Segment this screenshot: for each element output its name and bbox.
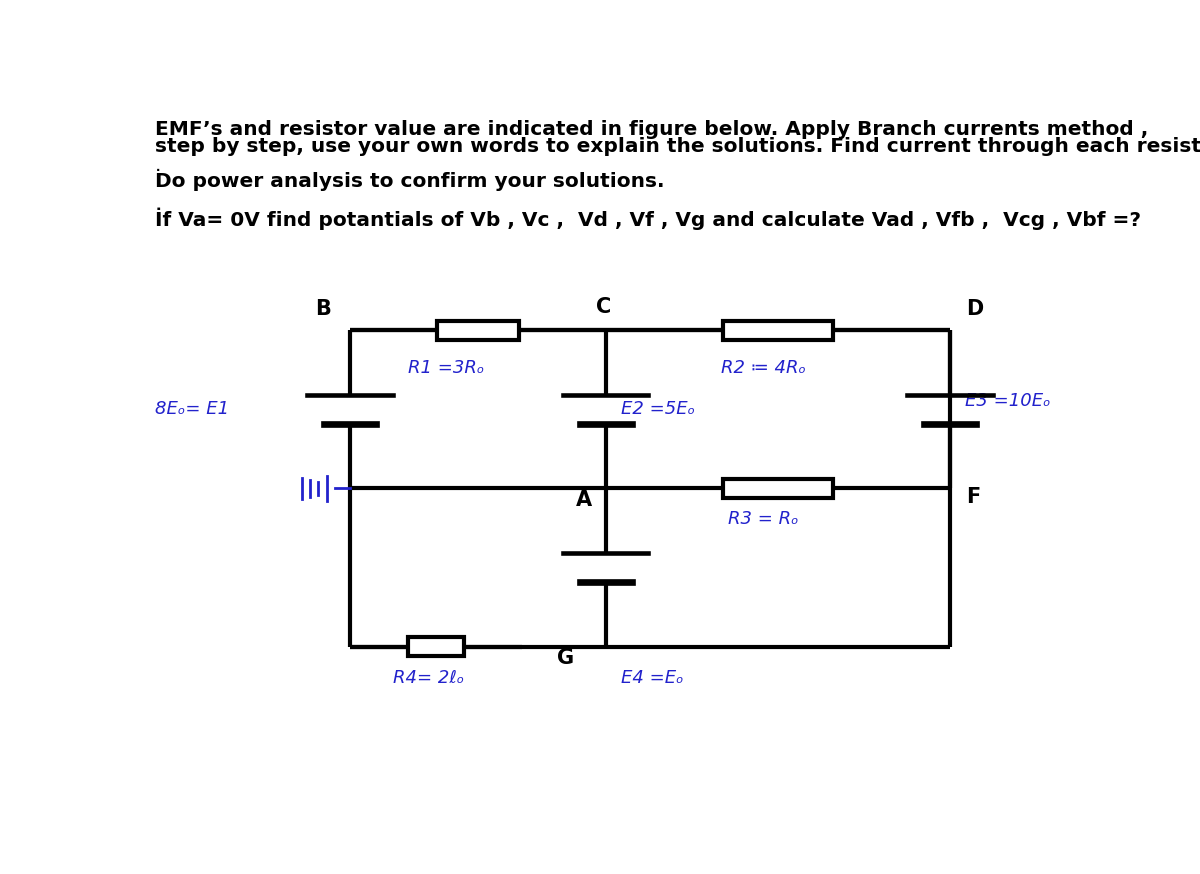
Text: C: C [596, 297, 612, 316]
Text: R2 ≔ 4Rₒ: R2 ≔ 4Rₒ [721, 359, 806, 378]
Text: R4= 2ℓₒ: R4= 2ℓₒ [394, 669, 464, 687]
Text: İf Va= 0V find potantials of Vb , Vc ,  Vd , Vf , Vg and calculate Vad , Vfb ,  : İf Va= 0V find potantials of Vb , Vc , V… [155, 207, 1141, 230]
Text: E2 =5Eₒ: E2 =5Eₒ [620, 400, 695, 418]
Bar [437, 321, 518, 340]
Text: D: D [966, 299, 984, 319]
Text: E3 =10Eₒ: E3 =10Eₒ [965, 392, 1050, 410]
Text: EMF’s and resistor value are indicated in figure below. Apply Branch currents me: EMF’s and resistor value are indicated i… [155, 120, 1148, 139]
Text: A: A [576, 490, 592, 510]
Text: E4 =Eₒ: E4 =Eₒ [620, 669, 683, 687]
Bar [722, 321, 833, 340]
Text: .: . [155, 156, 161, 175]
Bar [408, 637, 463, 656]
Text: R1 =3Rₒ: R1 =3Rₒ [408, 359, 484, 378]
Text: step by step, use your own words to explain the solutions. Find current through : step by step, use your own words to expl… [155, 137, 1200, 156]
Text: 8Eₒ= E1: 8Eₒ= E1 [155, 400, 229, 418]
Text: G: G [557, 648, 574, 668]
Text: Do power analysis to confirm your solutions.: Do power analysis to confirm your soluti… [155, 172, 664, 191]
Text: R3 = Rₒ: R3 = Rₒ [728, 510, 799, 528]
Text: F: F [966, 487, 980, 507]
Bar [722, 479, 833, 498]
Text: B: B [316, 299, 331, 319]
